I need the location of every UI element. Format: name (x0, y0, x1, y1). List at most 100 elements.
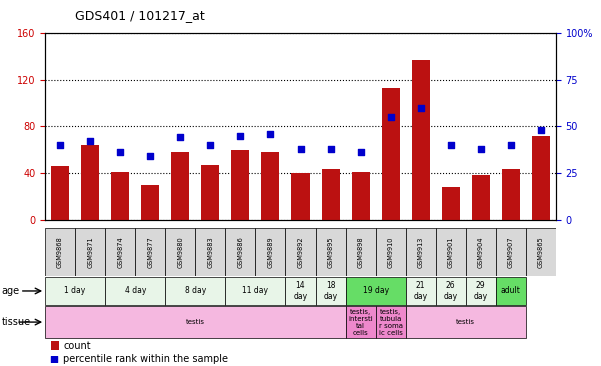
Bar (382, 88, 400, 220)
Text: GDS401 / 101217_at: GDS401 / 101217_at (75, 9, 205, 22)
Text: percentile rank within the sample: percentile rank within the sample (63, 354, 228, 365)
Point (296, 146, 305, 152)
Text: 29
day: 29 day (474, 281, 488, 301)
Bar (141, 184, 159, 220)
Bar (322, 169, 340, 220)
Text: GSM9877: GSM9877 (147, 236, 153, 268)
Point (506, 142, 516, 148)
Point (416, 105, 426, 111)
FancyBboxPatch shape (436, 228, 466, 276)
Bar (442, 187, 460, 220)
Point (115, 149, 125, 155)
Bar (111, 172, 129, 220)
Text: GSM9865: GSM9865 (538, 236, 544, 268)
FancyBboxPatch shape (496, 277, 526, 305)
Bar (261, 152, 279, 220)
FancyBboxPatch shape (466, 228, 496, 276)
Text: testis,
intersti
tal
cells: testis, intersti tal cells (348, 309, 373, 336)
FancyBboxPatch shape (376, 306, 406, 338)
Text: 18
day: 18 day (323, 281, 338, 301)
FancyBboxPatch shape (406, 277, 436, 305)
FancyBboxPatch shape (135, 228, 165, 276)
Text: GSM9895: GSM9895 (328, 236, 334, 268)
Text: GSM9904: GSM9904 (478, 236, 484, 268)
FancyBboxPatch shape (165, 277, 225, 305)
Text: 14
day: 14 day (293, 281, 308, 301)
Text: 11 day: 11 day (242, 287, 269, 295)
FancyBboxPatch shape (316, 277, 346, 305)
Bar (51, 166, 69, 220)
Text: GSM9889: GSM9889 (267, 236, 273, 268)
Text: GSM9874: GSM9874 (117, 236, 123, 268)
FancyBboxPatch shape (285, 228, 316, 276)
Text: age: age (2, 286, 20, 296)
FancyBboxPatch shape (225, 228, 255, 276)
Bar (171, 152, 189, 220)
FancyBboxPatch shape (45, 228, 75, 276)
FancyBboxPatch shape (376, 228, 406, 276)
Text: tissue: tissue (2, 317, 31, 327)
Point (326, 146, 335, 152)
FancyBboxPatch shape (346, 228, 376, 276)
Text: GSM9883: GSM9883 (207, 236, 213, 268)
FancyBboxPatch shape (466, 277, 496, 305)
Text: GSM9901: GSM9901 (448, 236, 454, 268)
FancyBboxPatch shape (285, 277, 316, 305)
Bar (472, 175, 490, 220)
FancyBboxPatch shape (195, 228, 225, 276)
Bar (412, 60, 430, 220)
FancyBboxPatch shape (346, 306, 376, 338)
FancyBboxPatch shape (526, 228, 556, 276)
FancyBboxPatch shape (75, 228, 105, 276)
Bar (231, 150, 249, 220)
Text: GSM9907: GSM9907 (508, 236, 514, 268)
Point (55, 142, 65, 148)
FancyBboxPatch shape (105, 277, 165, 305)
Bar (532, 136, 550, 220)
Text: testis,
tubula
r soma
ic cells: testis, tubula r soma ic cells (379, 309, 403, 336)
Bar (502, 169, 520, 220)
FancyBboxPatch shape (406, 228, 436, 276)
Point (206, 142, 215, 148)
Bar (81, 145, 99, 220)
Text: GSM9871: GSM9871 (87, 236, 93, 268)
Bar (352, 172, 370, 220)
Bar (201, 165, 219, 220)
Bar (291, 173, 310, 220)
Text: GSM9898: GSM9898 (358, 236, 364, 268)
Text: 1 day: 1 day (64, 287, 86, 295)
FancyBboxPatch shape (225, 277, 285, 305)
FancyBboxPatch shape (105, 228, 135, 276)
Point (386, 114, 395, 120)
Point (266, 131, 275, 137)
FancyBboxPatch shape (436, 277, 466, 305)
Text: GSM9886: GSM9886 (237, 236, 243, 268)
Text: count: count (63, 341, 91, 351)
Point (536, 127, 546, 133)
FancyBboxPatch shape (406, 306, 526, 338)
Point (236, 133, 245, 139)
Point (476, 146, 486, 152)
Text: GSM9868: GSM9868 (57, 236, 63, 268)
FancyBboxPatch shape (165, 228, 195, 276)
FancyBboxPatch shape (496, 228, 526, 276)
Text: testis: testis (186, 319, 205, 325)
Text: testis: testis (456, 319, 475, 325)
Text: adult: adult (501, 287, 521, 295)
Text: 19 day: 19 day (362, 287, 389, 295)
Point (85, 138, 95, 144)
Point (145, 153, 155, 159)
FancyBboxPatch shape (45, 306, 346, 338)
Text: 4 day: 4 day (124, 287, 146, 295)
FancyBboxPatch shape (255, 228, 285, 276)
Point (175, 135, 185, 141)
Text: GSM9910: GSM9910 (388, 236, 394, 268)
Text: 21
day: 21 day (413, 281, 428, 301)
Text: 26
day: 26 day (444, 281, 458, 301)
Text: GSM9892: GSM9892 (297, 236, 304, 268)
Point (49, 356, 59, 362)
Text: GSM9913: GSM9913 (418, 236, 424, 268)
Text: GSM9880: GSM9880 (177, 236, 183, 268)
Point (446, 142, 456, 148)
FancyBboxPatch shape (346, 277, 406, 305)
